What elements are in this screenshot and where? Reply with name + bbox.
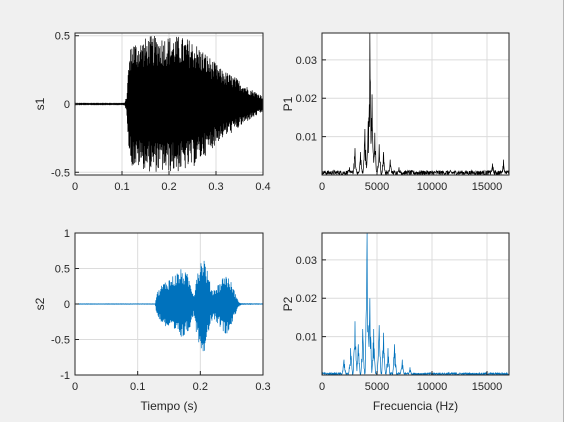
x-tick-label: 10000	[417, 181, 448, 193]
y-tick-label: 0.02	[296, 293, 317, 305]
y-tick-label: 1	[64, 228, 70, 240]
x-tick-label: 0.3	[255, 381, 270, 393]
x-tick-label: 0.2	[193, 381, 208, 393]
y-tick-label: 0.02	[296, 93, 317, 105]
y-tick-label: 0	[64, 99, 70, 111]
x-tick-label: 0.4	[255, 181, 270, 193]
x-tick-label: 0	[319, 381, 325, 393]
y-axis-label: P2	[281, 296, 295, 311]
x-tick-label: 5000	[365, 381, 389, 393]
x-tick-label: 0.1	[130, 381, 145, 393]
axes-frame-P2	[321, 232, 510, 376]
axes-s1: 0 0.1 0.2 0.3 0.4-0.500.5s1	[33, 31, 271, 193]
y-tick-label: 0.03	[296, 55, 317, 67]
y-tick-label: -1	[60, 370, 70, 382]
x-tick-label: 0	[319, 181, 325, 193]
y-tick-label: 0.01	[296, 332, 317, 344]
y-tick-label: -0.5	[51, 167, 70, 179]
y-tick-label: 0	[64, 299, 70, 311]
x-axis-label: Tiempo (s)	[141, 399, 198, 413]
y-tick-label: 0.5	[55, 264, 70, 276]
y-axis-label: s1	[33, 97, 47, 110]
y-axis-label: P1	[281, 96, 295, 111]
axes-P1: 0 5000 10000 15000 0.01 0.02 0.03 P1	[281, 32, 510, 193]
x-tick-label: 0	[72, 381, 78, 393]
y-tick-label: 0.01	[296, 132, 317, 144]
x-tick-label: 0.3	[208, 181, 223, 193]
plot-area-P1	[321, 32, 510, 176]
axes-P2: 0 5000 10000 15000 0.01 0.02 0.03 P2 Frecuencia …	[281, 232, 510, 413]
x-tick-label: 0.2	[161, 181, 176, 193]
x-axis-label: Frecuencia (Hz)	[373, 399, 458, 413]
series-line-P1	[322, 33, 509, 175]
x-tick-label: 10000	[417, 381, 448, 393]
x-tick-label: 15000	[472, 381, 503, 393]
axes-s2: 0 0.1 0.2 0.3 -1 -0.5 0 0.5 1 s2 Tiempo (s)	[33, 228, 271, 413]
series-line-s2	[75, 260, 263, 352]
y-axis-label: s2	[33, 297, 47, 310]
plot-area-P2	[321, 232, 510, 376]
x-tick-label: 0.1	[114, 181, 129, 193]
axes-frame-P1	[321, 32, 510, 176]
y-tick-label: 0.5	[55, 31, 70, 43]
series-line-s1	[75, 35, 263, 172]
x-tick-label: 0	[72, 181, 78, 193]
y-tick-label: -0.5	[51, 335, 70, 347]
y-tick-label: 0.03	[296, 255, 317, 267]
x-tick-label: 15000	[472, 181, 503, 193]
x-tick-label: 5000	[365, 181, 389, 193]
